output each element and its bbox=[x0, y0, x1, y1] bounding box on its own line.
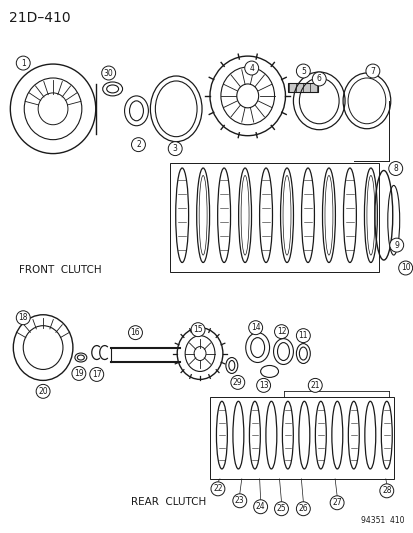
Circle shape bbox=[244, 61, 258, 75]
Circle shape bbox=[248, 321, 262, 335]
Circle shape bbox=[296, 64, 310, 78]
Text: 20: 20 bbox=[38, 387, 48, 396]
Circle shape bbox=[16, 311, 30, 325]
Text: 17: 17 bbox=[92, 370, 101, 379]
Circle shape bbox=[256, 378, 270, 392]
Text: 10: 10 bbox=[400, 263, 409, 272]
Text: FRONT  CLUTCH: FRONT CLUTCH bbox=[19, 265, 102, 275]
Circle shape bbox=[365, 64, 379, 78]
Circle shape bbox=[274, 502, 288, 516]
Text: 11: 11 bbox=[298, 331, 307, 340]
Circle shape bbox=[36, 384, 50, 398]
Text: 94351  410: 94351 410 bbox=[360, 515, 404, 524]
Text: 4: 4 bbox=[249, 63, 254, 72]
Text: 25: 25 bbox=[276, 504, 286, 513]
Circle shape bbox=[230, 375, 244, 389]
Circle shape bbox=[131, 138, 145, 151]
Circle shape bbox=[16, 56, 30, 70]
Text: 24: 24 bbox=[255, 502, 265, 511]
Text: 28: 28 bbox=[381, 486, 391, 495]
Text: 7: 7 bbox=[370, 67, 375, 76]
Circle shape bbox=[311, 72, 325, 86]
Text: 21D–410: 21D–410 bbox=[9, 11, 71, 25]
Text: 14: 14 bbox=[250, 323, 260, 332]
Text: 12: 12 bbox=[276, 327, 285, 336]
Text: 30: 30 bbox=[104, 69, 113, 77]
Circle shape bbox=[388, 161, 402, 175]
Text: 5: 5 bbox=[300, 67, 305, 76]
Circle shape bbox=[274, 325, 288, 338]
Text: 27: 27 bbox=[332, 498, 341, 507]
Circle shape bbox=[90, 367, 103, 382]
Text: 22: 22 bbox=[213, 484, 222, 494]
Text: 26: 26 bbox=[298, 504, 307, 513]
Text: 8: 8 bbox=[392, 164, 397, 173]
Circle shape bbox=[211, 482, 224, 496]
Circle shape bbox=[379, 484, 393, 498]
Text: 1: 1 bbox=[21, 59, 26, 68]
Text: 15: 15 bbox=[193, 325, 202, 334]
Bar bbox=[209, 397, 393, 479]
Text: 3: 3 bbox=[172, 144, 177, 153]
Circle shape bbox=[72, 367, 85, 381]
Circle shape bbox=[191, 322, 204, 337]
Text: 6: 6 bbox=[316, 75, 321, 84]
Bar bbox=[288, 83, 318, 92]
Text: 23: 23 bbox=[235, 496, 244, 505]
Text: 29: 29 bbox=[233, 378, 242, 387]
Text: 21: 21 bbox=[310, 381, 319, 390]
Circle shape bbox=[330, 496, 343, 510]
Bar bbox=[170, 163, 378, 272]
Circle shape bbox=[168, 142, 182, 156]
Circle shape bbox=[128, 326, 142, 340]
Text: 18: 18 bbox=[19, 313, 28, 322]
Text: 2: 2 bbox=[136, 140, 140, 149]
Text: 9: 9 bbox=[393, 240, 398, 249]
Text: 19: 19 bbox=[74, 369, 83, 378]
Circle shape bbox=[308, 378, 321, 392]
Circle shape bbox=[398, 261, 412, 275]
Circle shape bbox=[296, 502, 310, 516]
Circle shape bbox=[102, 66, 115, 80]
Circle shape bbox=[389, 238, 403, 252]
Circle shape bbox=[296, 329, 310, 343]
Text: 16: 16 bbox=[131, 328, 140, 337]
Text: REAR  CLUTCH: REAR CLUTCH bbox=[130, 497, 205, 507]
Text: 13: 13 bbox=[258, 381, 268, 390]
Circle shape bbox=[232, 494, 246, 508]
Circle shape bbox=[253, 500, 267, 514]
